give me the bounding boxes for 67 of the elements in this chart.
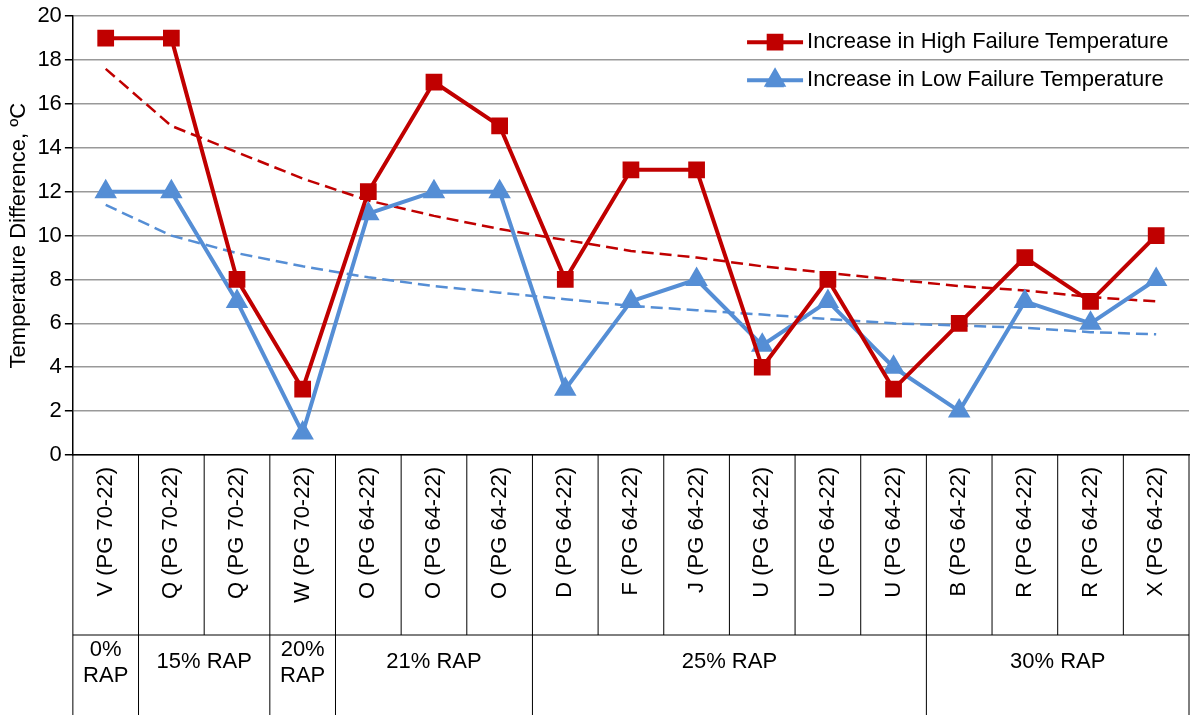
y-tick-label: 10 [37,221,62,247]
point [883,356,904,374]
x-tick-label: W (PG 70-22) [288,467,314,603]
point [1146,268,1166,286]
x-tick-label: O (PG 64-22) [420,467,446,600]
point [752,334,773,352]
y-tick-label: 8 [49,265,62,291]
text: 15% RAP [156,648,252,674]
x-tick-label: R (PG 64-22) [1010,467,1036,598]
x-tick-label: U (PG 64-22) [879,467,905,598]
y-tick-label: 20 [37,2,62,28]
point [686,268,707,286]
point [949,400,969,418]
point [424,180,444,199]
point [753,358,771,376]
x-tick-label: U (PG 64-22) [813,467,839,598]
point [292,422,313,440]
point [819,271,837,288]
x-tick-label: F (PG 64-22) [617,467,642,596]
point [621,290,641,308]
point [1016,249,1034,266]
point [491,117,508,135]
text: 20% RAP [280,636,326,688]
text: 25% RAP [681,648,778,674]
y-tick-label: 0 [49,441,62,467]
point [227,290,247,308]
y-tick-label: 4 [49,353,62,379]
point [359,183,377,201]
x-tick-label: R (PG 64-22) [1076,467,1102,598]
point [622,161,640,179]
x-tick-label: J (PG 64-22) [682,467,708,593]
point [294,380,312,398]
y-tick-label: 14 [37,133,62,159]
x-tick-label: X (PG 64-22) [1142,467,1168,597]
legend-label: Increase in Low Failure Temperature [807,66,1164,92]
y-tick-label: 12 [37,177,62,203]
point [555,378,576,396]
y-tick-label: 18 [37,46,62,72]
point [885,380,902,398]
x-tick-label: D (PG 64-22) [551,467,577,598]
point [950,315,968,332]
point [97,29,115,47]
point [425,73,443,91]
x-tick-label: O (PG 64-22) [354,467,380,600]
x-tick-label: Q (PG 70-22) [157,467,183,600]
point [1015,290,1035,308]
y-tick-label: 2 [49,397,62,423]
point [162,29,180,47]
text: 30% RAP [1010,648,1106,674]
x-tick-label: U (PG 64-22) [748,467,774,598]
point [688,161,705,179]
point [228,271,246,288]
text: 21% RAP [386,648,482,674]
point [1080,312,1101,330]
y-axis-title: Temperature Difference, ºC [5,102,31,369]
x-tick-label: V (PG 70-22) [91,467,117,597]
point [818,290,838,308]
x-tick-label: O (PG 64-22) [485,467,511,600]
x-tick-label: B (PG 64-22) [945,467,971,597]
point [1147,227,1165,244]
y-tick-label: 16 [37,90,62,116]
y-tick-label: 6 [49,309,62,335]
legend-label: Increase in High Failure Temperature [807,28,1169,54]
point [1082,293,1099,310]
text: 0% RAP [83,636,129,688]
point [556,271,574,288]
x-tick-label: Q (PG 70-22) [223,467,249,600]
